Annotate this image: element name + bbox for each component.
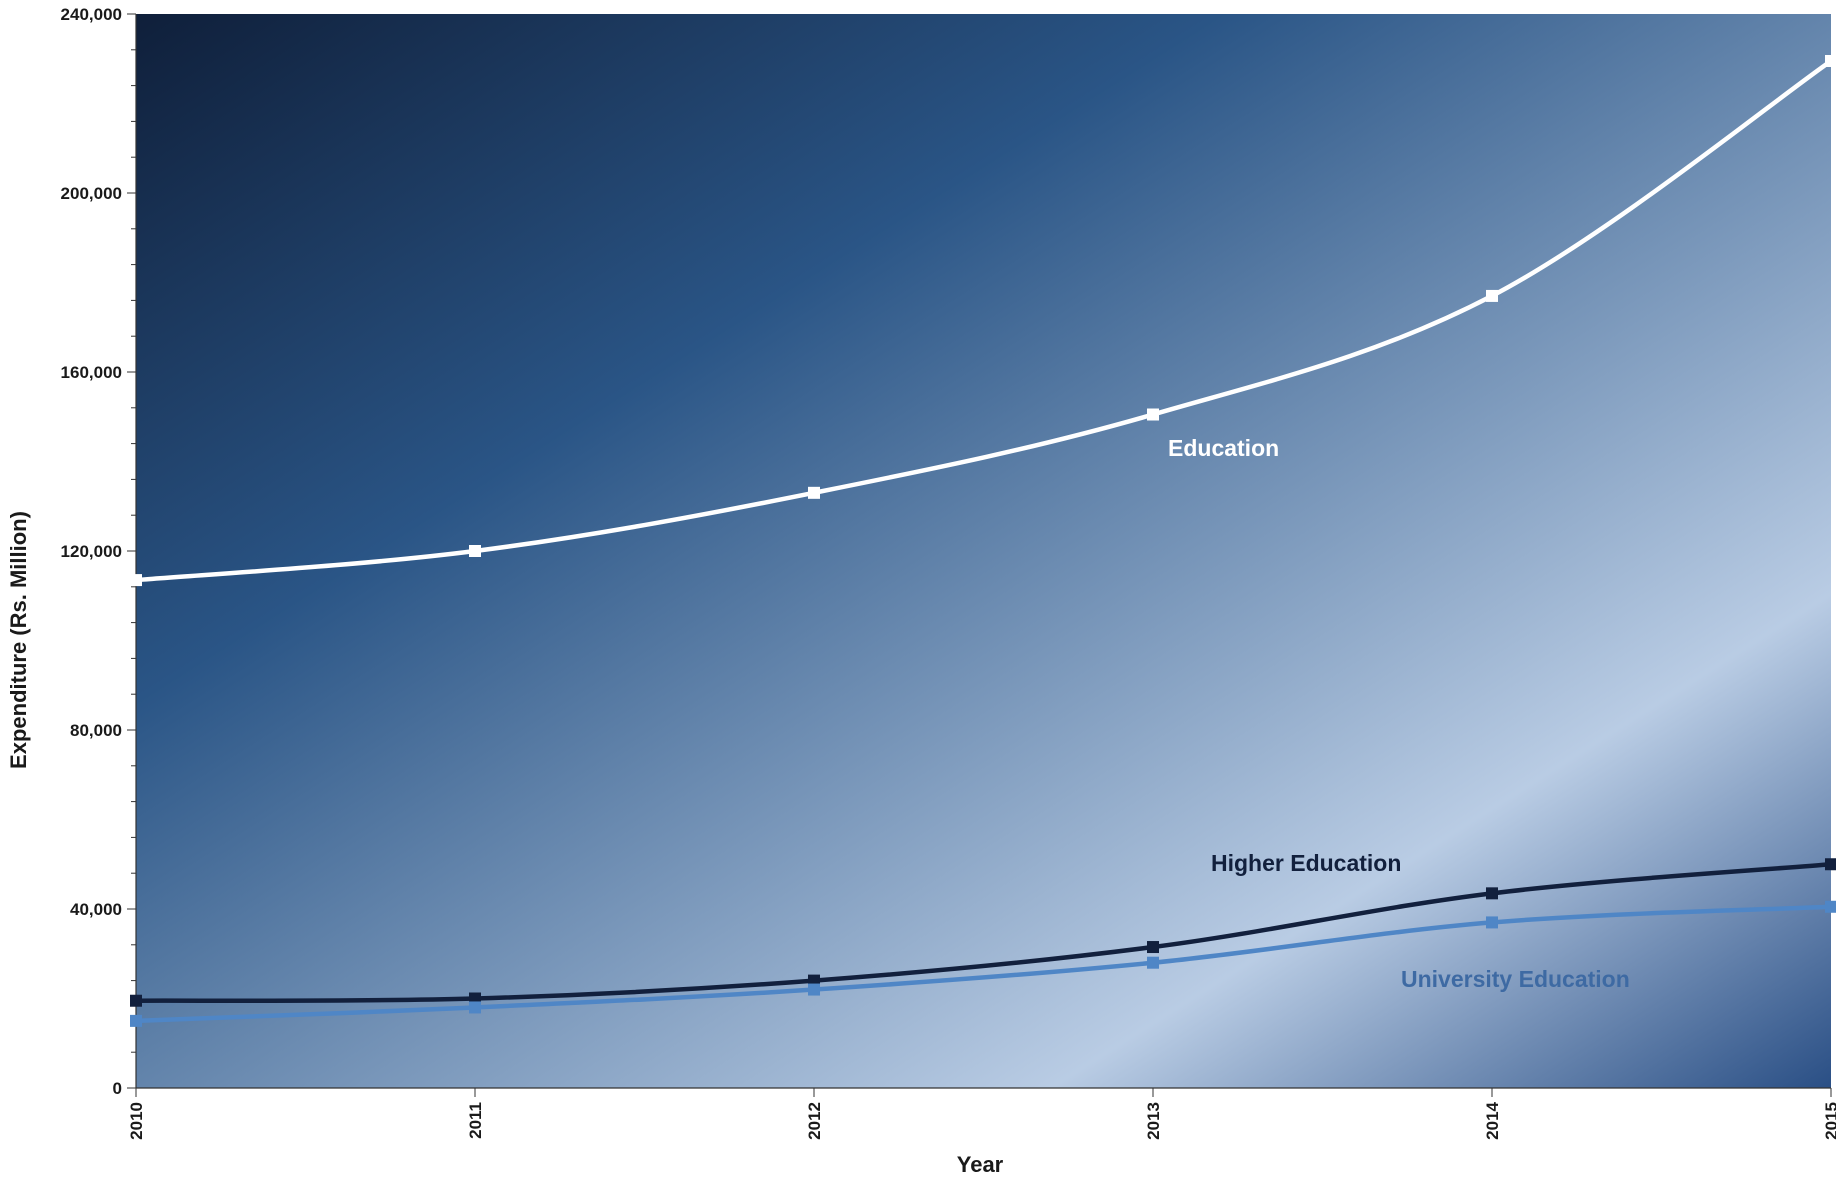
data-point-higher-education xyxy=(130,994,142,1007)
x-tick-label: 2015 xyxy=(1822,1102,1836,1140)
data-point-education xyxy=(1147,408,1159,421)
y-tick-label: 240,000 xyxy=(61,5,122,24)
data-point-education xyxy=(808,486,820,499)
data-point-higher-education xyxy=(1486,887,1498,900)
series-line-university-education xyxy=(135,904,1832,1024)
series-label-university-education: University Education xyxy=(1401,966,1630,992)
y-tick-label: 0 xyxy=(113,1079,122,1098)
x-tick-label: 2011 xyxy=(466,1102,485,1139)
y-ticks: 0 40,000 80,000 120,000 160,000 200,000 240,00… xyxy=(61,5,136,1098)
plot-area xyxy=(136,14,1831,1088)
x-tick-label: 2014 xyxy=(1483,1101,1502,1139)
series-education xyxy=(130,54,1836,587)
y-tick-label: 160,000 xyxy=(61,363,122,382)
series-university-education xyxy=(130,900,1836,1027)
series-higher-education xyxy=(130,858,1836,1007)
data-point-university-education xyxy=(1486,916,1498,929)
y-tick-label: 120,000 xyxy=(61,542,122,561)
series-line-higher-education xyxy=(135,862,1832,1004)
data-point-education xyxy=(469,545,481,557)
series-label-higher-education: Higher Education xyxy=(1211,850,1401,876)
data-point-university-education xyxy=(1825,900,1836,913)
data-point-higher-education xyxy=(1825,858,1836,871)
series-label-education: Education xyxy=(1168,435,1279,461)
y-tick-label: 40,000 xyxy=(70,900,122,919)
data-point-education xyxy=(1486,289,1498,302)
y-tick-label: 200,000 xyxy=(61,184,122,203)
x-axis: 2010 2011 2012 2013 2014 2015 xyxy=(127,1087,1836,1140)
y-tick-label: 80,000 xyxy=(70,721,122,740)
x-tick-label: 2010 xyxy=(127,1102,146,1140)
data-point-education xyxy=(130,574,142,587)
data-point-higher-education xyxy=(1147,941,1159,954)
x-ticks: 2010 2011 2012 2013 2014 2015 xyxy=(127,1088,1836,1140)
x-axis-title: Year xyxy=(957,1152,1004,1177)
y-axis-title: Expenditure (Rs. Million) xyxy=(6,511,31,769)
data-point-university-education xyxy=(130,1014,142,1027)
y-axis: 0 40,000 80,000 120,000 160,000 200,000 240,00… xyxy=(61,5,137,1098)
data-point-education xyxy=(1825,54,1836,67)
x-tick-label: 2013 xyxy=(1144,1102,1163,1140)
series-line-education xyxy=(135,59,1833,583)
data-point-university-education xyxy=(1147,956,1159,969)
data-point-university-education xyxy=(469,1001,481,1014)
series-layer xyxy=(130,54,1836,1027)
x-tick-label: 2012 xyxy=(805,1102,824,1140)
data-point-university-education xyxy=(808,983,820,996)
